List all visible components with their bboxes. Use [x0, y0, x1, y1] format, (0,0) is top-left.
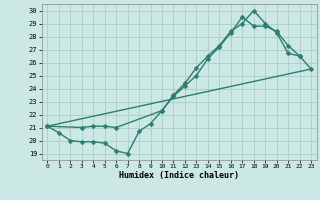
- X-axis label: Humidex (Indice chaleur): Humidex (Indice chaleur): [119, 171, 239, 180]
